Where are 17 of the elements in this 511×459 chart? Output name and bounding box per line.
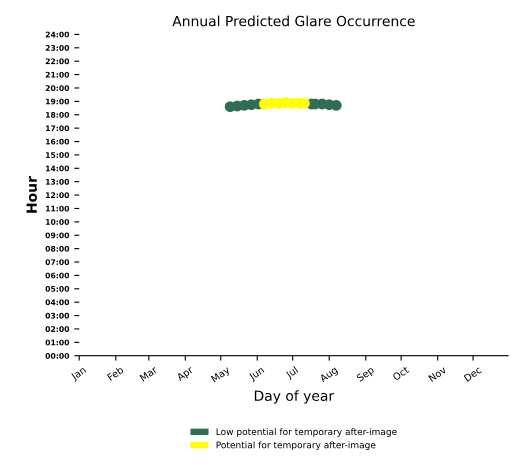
x-tick-label: Jun <box>248 366 266 382</box>
x-tick-label: Feb <box>106 366 124 381</box>
x-tick-label: May <box>210 366 232 384</box>
chart-title: Annual Predicted Glare Occurrence <box>172 16 415 26</box>
x-tick-label: Jan <box>70 366 88 382</box>
legend-label: Potential for temporary after-image <box>216 441 376 450</box>
x-tick-label: Apr <box>176 366 195 383</box>
x-axis-title: Day of year <box>254 390 334 404</box>
x-tick-label: Sep <box>356 366 376 384</box>
x-tick-label: Aug <box>318 366 339 384</box>
x-tick-label: Mar <box>140 366 158 382</box>
legend-label: Low potential for temporary after-image <box>216 428 397 437</box>
x-tick-label: Oct <box>392 366 410 381</box>
x-tick-label: Jul <box>284 366 300 380</box>
x-tick-label: Dec <box>464 366 482 382</box>
x-tick-label: Nov <box>428 366 447 382</box>
y-axis-title: Hour <box>26 176 37 213</box>
